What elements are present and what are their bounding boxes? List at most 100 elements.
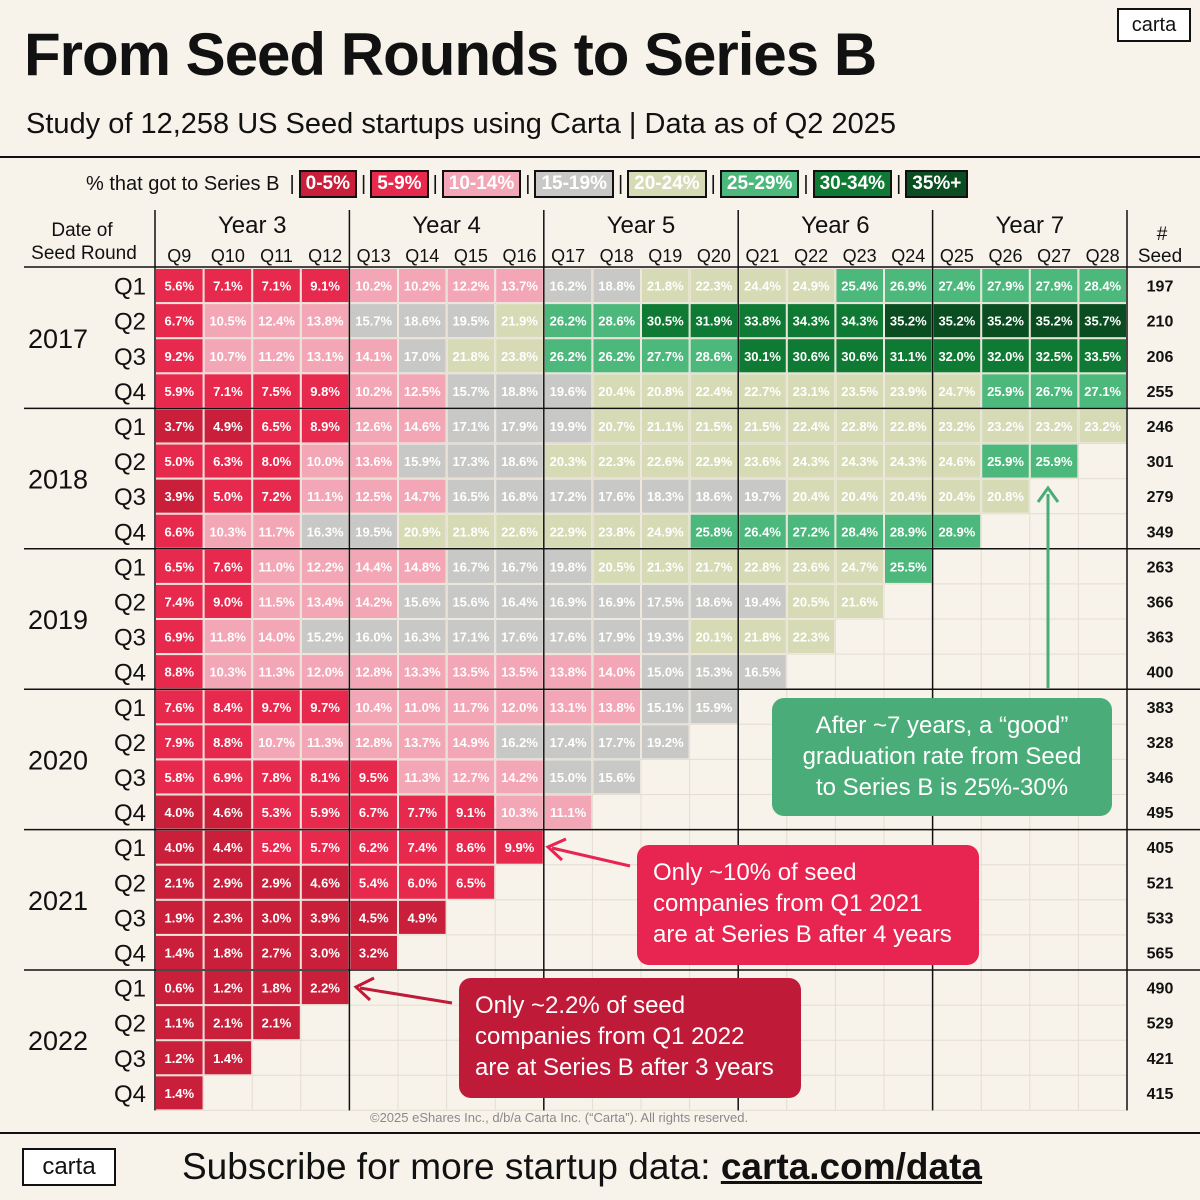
- cell-value-label: 17.7%: [598, 735, 635, 750]
- cell-value-label: 11.3%: [258, 665, 295, 680]
- seed-count-label: 490: [1147, 981, 1174, 998]
- heatmap-cell: [204, 620, 252, 654]
- carta-logo-footer[interactable]: carta: [22, 1148, 116, 1186]
- heatmap-cell: [301, 900, 349, 934]
- cell-value-label: 15.6%: [404, 594, 441, 609]
- heatmap-cell: [690, 549, 738, 583]
- heatmap-cell: [593, 760, 640, 794]
- heatmap-cell: [301, 655, 349, 689]
- cell-value-label: 25.4%: [841, 279, 878, 294]
- legend-separator: |: [432, 172, 438, 195]
- cell-value-label: 10.7%: [209, 349, 246, 364]
- heatmap-cell: [593, 269, 640, 303]
- heatmap-cell: [982, 479, 1029, 513]
- heatmap-cell: [593, 549, 640, 583]
- cell-value-label: 21.8%: [647, 279, 684, 294]
- heatmap-cell: [156, 269, 203, 303]
- cell-value-label: 27.2%: [793, 524, 830, 539]
- heatmap-cell: [1079, 269, 1126, 303]
- heatmap-cell: [739, 409, 786, 443]
- seed-count-label: 263: [1147, 559, 1174, 576]
- heatmap-cell: [447, 865, 495, 899]
- heatmap-cell: [496, 655, 543, 689]
- row-quarter-label: Q1: [114, 414, 146, 441]
- heatmap-cell: [836, 269, 883, 303]
- callout-2021: Only ~10% of seed companies from Q1 2021…: [637, 845, 979, 965]
- cell-value-label: 24.4%: [744, 279, 781, 294]
- column-label: Q16: [502, 246, 536, 266]
- cell-value-label: 0.6%: [164, 981, 194, 996]
- heatmap-cell: [253, 655, 300, 689]
- cell-value-label: 12.7%: [452, 770, 489, 785]
- heatmap-cell: [350, 760, 397, 794]
- cell-value-label: 17.6%: [598, 489, 635, 504]
- heatmap-cell: [885, 479, 932, 513]
- heatmap-cell: [156, 304, 203, 338]
- cell-value-label: 4.6%: [310, 875, 340, 890]
- heatmap-cell: [447, 514, 495, 548]
- heatmap-cell: [156, 971, 203, 1005]
- heatmap-cell: [690, 304, 738, 338]
- heatmap-cell: [156, 760, 203, 794]
- heatmap-cell: [350, 374, 397, 408]
- legend-separator: |: [803, 172, 809, 195]
- cell-value-label: 23.2%: [1084, 419, 1121, 434]
- heatmap-cell: [350, 584, 397, 618]
- heatmap-cell: [1030, 444, 1078, 478]
- heatmap-cell: [399, 865, 446, 899]
- cell-value-label: 18.8%: [598, 279, 635, 294]
- cell-value-label: 17.9%: [598, 630, 635, 645]
- heatmap-cell: [593, 304, 640, 338]
- cell-value-label: 4.0%: [164, 805, 194, 820]
- heatmap-cell: [690, 444, 738, 478]
- cell-value-label: 17.3%: [452, 454, 489, 469]
- footer-link[interactable]: carta.com/data: [720, 1146, 982, 1187]
- callout-line: graduation rate from Seed: [802, 743, 1082, 770]
- heatmap-cell: [253, 795, 300, 829]
- cell-value-label: 9.5%: [359, 770, 389, 785]
- cell-value-label: 19.3%: [647, 630, 684, 645]
- cell-value-label: 9.1%: [456, 805, 486, 820]
- cell-value-label: 22.6%: [501, 524, 538, 539]
- heatmap-cell: [787, 584, 835, 618]
- heatmap-cell: [447, 444, 495, 478]
- cell-value-label: 17.9%: [501, 419, 538, 434]
- cell-value-label: 6.6%: [164, 524, 194, 539]
- column-label: Q9: [167, 246, 191, 266]
- heatmap-cell: [156, 830, 203, 864]
- cell-value-label: 23.9%: [890, 384, 927, 399]
- cell-value-label: 7.1%: [213, 279, 243, 294]
- heatmap-cell: [447, 830, 495, 864]
- cell-value-label: 1.8%: [262, 981, 292, 996]
- row-quarter-label: Q4: [114, 800, 146, 827]
- cell-value-label: 27.9%: [1036, 279, 1073, 294]
- legend-item: 30-34%: [812, 170, 893, 198]
- heatmap-cell: [933, 514, 981, 548]
- cell-value-label: 6.7%: [164, 314, 194, 329]
- cell-value-label: 16.9%: [598, 594, 635, 609]
- heatmap-cell: [690, 584, 738, 618]
- heatmap-cell: [593, 690, 640, 724]
- heatmap-cell: [690, 514, 738, 548]
- heatmap-cell: [690, 269, 738, 303]
- heatmap-cell: [739, 304, 786, 338]
- cell-value-label: 10.3%: [501, 805, 538, 820]
- seed-count-label: 565: [1147, 945, 1174, 962]
- carta-logo[interactable]: carta: [1117, 8, 1191, 42]
- cell-value-label: 10.5%: [209, 314, 246, 329]
- arrow-pink-head: [545, 837, 567, 862]
- heatmap-cell: [156, 374, 203, 408]
- legend-separator: |: [617, 172, 624, 195]
- cell-value-label: 14.2%: [501, 770, 538, 785]
- cell-value-label: 1.4%: [164, 1086, 194, 1101]
- heatmap-cell: [982, 269, 1029, 303]
- cell-value-label: 16.5%: [744, 665, 781, 680]
- cell-value-label: 12.0%: [501, 700, 538, 715]
- cell-value-label: 7.1%: [262, 279, 292, 294]
- cell-value-label: 30.1%: [744, 349, 781, 364]
- cell-value-label: 26.2%: [598, 349, 635, 364]
- row-quarter-label: Q3: [114, 625, 146, 652]
- heatmap-cell: [301, 795, 349, 829]
- heatmap-cell: [301, 620, 349, 654]
- heatmap-cell: [593, 655, 640, 689]
